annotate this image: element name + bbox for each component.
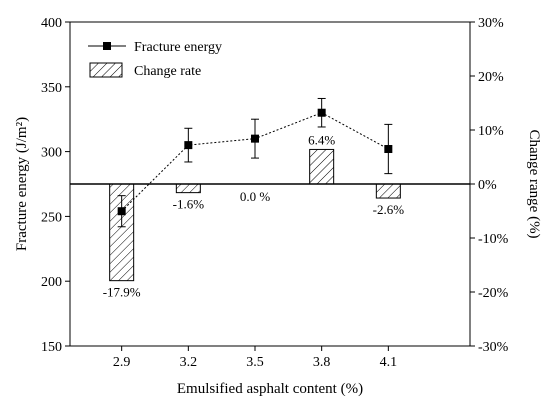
- x-tick-label: 2.9: [113, 355, 131, 370]
- y-right-tick-label: 30%: [478, 16, 504, 31]
- x-tick-label: 3.2: [180, 355, 198, 370]
- y-right-tick-label: -10%: [478, 232, 509, 247]
- line-series-group: [117, 97, 393, 228]
- x-tick-label: 3.8: [313, 355, 331, 370]
- bar-data-label: -17.9%: [103, 285, 141, 300]
- y-right-tick-label: -20%: [478, 286, 509, 301]
- y-right-tick-label: 10%: [478, 124, 504, 139]
- y-right-tick-label: -30%: [478, 340, 509, 355]
- legend-marker-swatch: [103, 42, 111, 50]
- x-tick-label: 4.1: [380, 355, 398, 370]
- x-tick-label: 3.5: [246, 355, 264, 370]
- y-left-tick-label: 150: [41, 340, 62, 355]
- fracture-energy-point: [317, 108, 326, 117]
- y-right-tick-label: 0%: [478, 178, 497, 193]
- y-left-tick-label: 400: [41, 16, 62, 31]
- legend-label: Fracture energy: [134, 40, 222, 55]
- y-left-tick-label: 300: [41, 146, 62, 161]
- tick-group: 150 200 250 300 350 400 -30% -20% -10% 0% 10% 20% 30…: [41, 16, 509, 370]
- x-axis-title: Emulsified asphalt content (%): [177, 381, 363, 397]
- fracture-energy-point: [184, 141, 193, 150]
- change-rate-bar: [175, 183, 201, 194]
- bar-data-label: -2.6%: [373, 202, 405, 217]
- bar-group: -17.9% -1.6% 0.0 % 6.4% -2.6%: [103, 132, 404, 299]
- fracture-energy-point: [117, 207, 126, 216]
- y-axis-right-title: Change range (%): [526, 129, 542, 238]
- y-left-tick-label: 200: [41, 275, 62, 290]
- legend-label: Change rate: [134, 64, 201, 79]
- y-left-tick-label: 250: [41, 210, 62, 225]
- fracture-energy-point: [251, 134, 259, 143]
- change-rate-bar: [375, 183, 401, 199]
- change-rate-bar: [309, 148, 335, 185]
- legend: Fracture energy Change rate: [88, 40, 222, 79]
- legend-bar-swatch: [89, 62, 123, 78]
- fracture-energy-point: [384, 145, 393, 154]
- bar-data-label: 0.0 %: [240, 189, 271, 204]
- y-left-tick-label: 350: [41, 81, 62, 96]
- y-right-tick-label: 20%: [478, 70, 504, 85]
- y-axis-left-title: Fracture energy (J/m²): [14, 117, 30, 251]
- bar-data-label: 6.4%: [308, 132, 335, 147]
- bar-data-label: -1.6%: [173, 197, 205, 212]
